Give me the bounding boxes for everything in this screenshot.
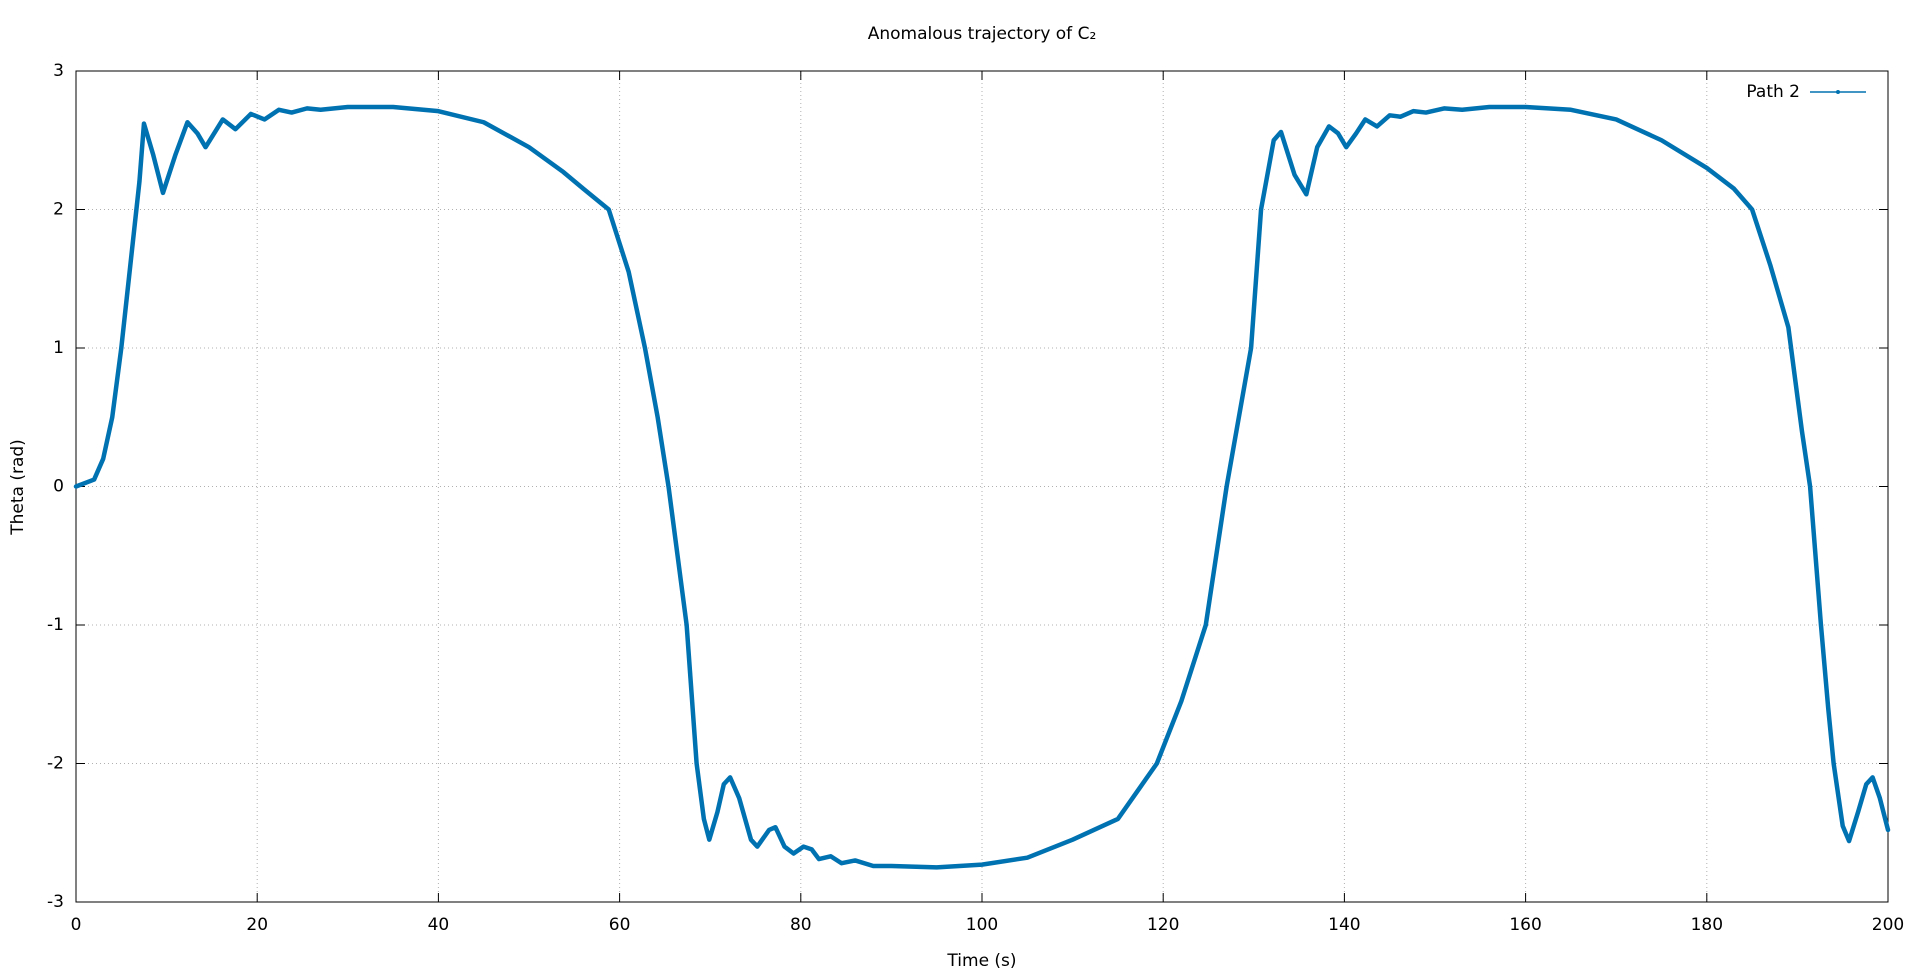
y-tick-label: 3 <box>53 61 64 81</box>
y-tick-label: -1 <box>47 615 64 635</box>
x-tick-label: 200 <box>1872 915 1904 935</box>
y-tick-label: 0 <box>53 477 64 497</box>
data-line <box>73 104 1891 870</box>
y-tick-label: 2 <box>53 200 64 220</box>
y-axis-label: Theta (rad) <box>8 439 28 536</box>
x-tick-label: 80 <box>790 915 812 935</box>
x-tick-label: 160 <box>1509 915 1541 935</box>
x-tick-label: 120 <box>1147 915 1179 935</box>
x-tick-label: 140 <box>1328 915 1360 935</box>
x-tick-label: 40 <box>428 915 450 935</box>
x-axis-label: Time (s) <box>946 951 1016 971</box>
legend-label: Path 2 <box>1746 82 1800 102</box>
legend-marker <box>1836 90 1840 94</box>
x-tick-label: 100 <box>966 915 998 935</box>
x-tick-label: 20 <box>246 915 268 935</box>
chart-title: Anomalous trajectory of C₂ <box>868 24 1097 44</box>
y-tick-label: -2 <box>47 754 64 774</box>
x-tick-label: 180 <box>1691 915 1723 935</box>
x-tick-label: 0 <box>71 915 82 935</box>
y-tick-label: 1 <box>53 338 64 358</box>
y-tick-label: -3 <box>47 892 64 912</box>
x-tick-label: 60 <box>609 915 631 935</box>
